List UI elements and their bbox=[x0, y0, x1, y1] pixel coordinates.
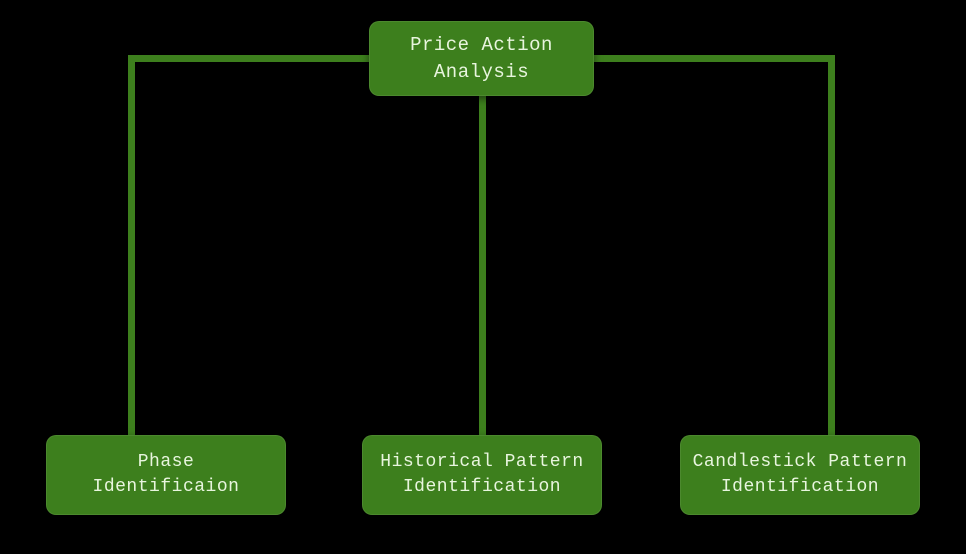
connector-line bbox=[128, 55, 369, 62]
connector-line bbox=[594, 55, 835, 62]
node-line2: Identificaion bbox=[93, 475, 240, 500]
root-node: Price ActionAnalysis bbox=[369, 21, 594, 96]
node-line1: Candlestick Pattern bbox=[693, 450, 908, 475]
tree-diagram: Price ActionAnalysis PhaseIdentificaion Hi… bbox=[0, 0, 966, 554]
node-line2: Analysis bbox=[434, 59, 529, 86]
child-node-cand: Candlestick PatternIdentification bbox=[680, 435, 920, 515]
node-line2: Identification bbox=[721, 475, 879, 500]
connector-line bbox=[828, 55, 835, 435]
node-line1: Historical Pattern bbox=[380, 450, 583, 475]
connector-line bbox=[479, 96, 486, 435]
node-line2: Identification bbox=[403, 475, 561, 500]
connector-line bbox=[128, 55, 135, 435]
child-node-hist: Historical PatternIdentification bbox=[362, 435, 602, 515]
node-line1: Price Action bbox=[410, 32, 553, 59]
node-line1: Phase bbox=[138, 450, 195, 475]
child-node-phase: PhaseIdentificaion bbox=[46, 435, 286, 515]
